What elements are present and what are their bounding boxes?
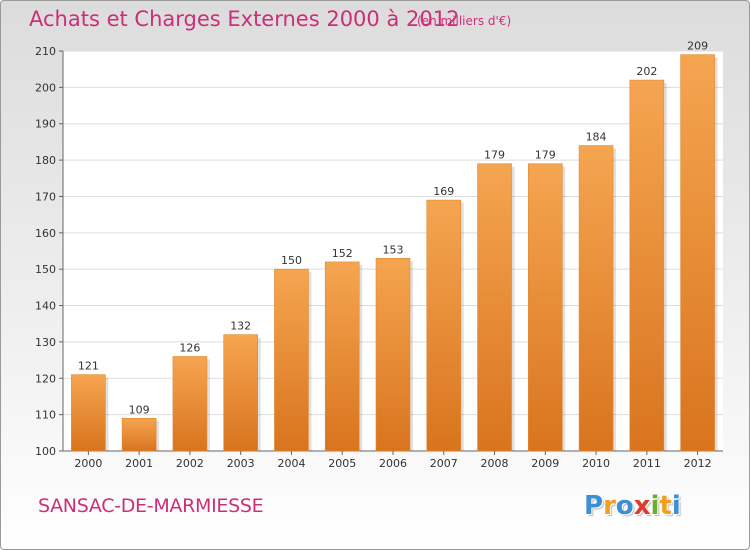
- bar-2012: [680, 54, 715, 452]
- value-label-2005: 152: [332, 247, 353, 260]
- x-tick-label-2005: 2005: [328, 457, 356, 470]
- bar-2011: [629, 79, 665, 452]
- bar-2007: [426, 199, 462, 452]
- value-label-2003: 132: [230, 320, 251, 333]
- bar-2006: [375, 257, 411, 452]
- bar-2000: [71, 374, 106, 452]
- value-label-2002: 126: [179, 341, 200, 354]
- x-tick-label-2002: 2002: [176, 457, 204, 470]
- chart-title: Achats et Charges Externes 2000 à 2012: [29, 7, 460, 31]
- y-tick-label: 200: [35, 81, 56, 94]
- value-label-2008: 179: [484, 149, 505, 162]
- x-tick-label-2003: 2003: [227, 457, 255, 470]
- y-tick-label: 120: [35, 372, 56, 385]
- x-tick-label-2006: 2006: [379, 457, 407, 470]
- bar-2004: [274, 268, 309, 452]
- y-tick-label: 130: [35, 336, 56, 349]
- logo-letter: r: [603, 491, 616, 521]
- y-tick-label: 190: [35, 118, 56, 131]
- x-tick-label-2008: 2008: [481, 457, 509, 470]
- x-tick-label-2011: 2011: [633, 457, 661, 470]
- chart-subtitle: (en milliers d'€): [417, 14, 512, 28]
- bar-2009: [528, 163, 563, 452]
- bar-2003: [223, 334, 258, 452]
- y-tick-label: 150: [35, 263, 56, 276]
- x-tick-label-2010: 2010: [582, 457, 610, 470]
- y-tick-label: 210: [35, 45, 56, 58]
- y-tick-label: 180: [35, 154, 56, 167]
- logo-letter: P: [584, 491, 604, 521]
- bar-2005: [324, 261, 360, 452]
- x-tick-label-2001: 2001: [125, 457, 153, 470]
- bar-2008: [477, 163, 512, 452]
- value-label-2012: 209: [687, 40, 708, 53]
- value-label-2007: 169: [433, 185, 454, 198]
- bar-2010: [578, 145, 614, 452]
- y-tick-label: 160: [35, 227, 56, 240]
- logo-letter: i: [671, 491, 681, 521]
- value-label-2001: 109: [129, 403, 150, 416]
- logo-letter: x: [633, 491, 651, 521]
- x-tick-label-2004: 2004: [277, 457, 305, 470]
- x-tick-label-2009: 2009: [531, 457, 559, 470]
- x-tick-label-2007: 2007: [430, 457, 458, 470]
- bar-2002: [172, 356, 208, 452]
- value-label-2004: 150: [281, 254, 302, 267]
- bar-2001: [121, 417, 157, 452]
- logo-letter: o: [615, 491, 634, 521]
- logo-letter: t: [659, 491, 672, 521]
- place-name: SANSAC-DE-MARMIESSE: [38, 495, 264, 517]
- value-label-2000: 121: [78, 360, 99, 373]
- y-tick-label: 140: [35, 300, 56, 313]
- value-label-2010: 184: [586, 131, 607, 144]
- value-label-2009: 179: [535, 149, 556, 162]
- y-tick-label: 170: [35, 190, 56, 203]
- y-tick-label: 100: [35, 445, 56, 458]
- value-label-2011: 202: [636, 65, 657, 78]
- x-tick-label-2012: 2012: [684, 457, 712, 470]
- x-tick-label-2000: 2000: [74, 457, 102, 470]
- y-tick-label: 110: [35, 409, 56, 422]
- proxiti-logo[interactable]: Proxiti: [584, 491, 681, 521]
- logo-letter: i: [650, 491, 660, 521]
- value-label-2006: 153: [383, 243, 404, 256]
